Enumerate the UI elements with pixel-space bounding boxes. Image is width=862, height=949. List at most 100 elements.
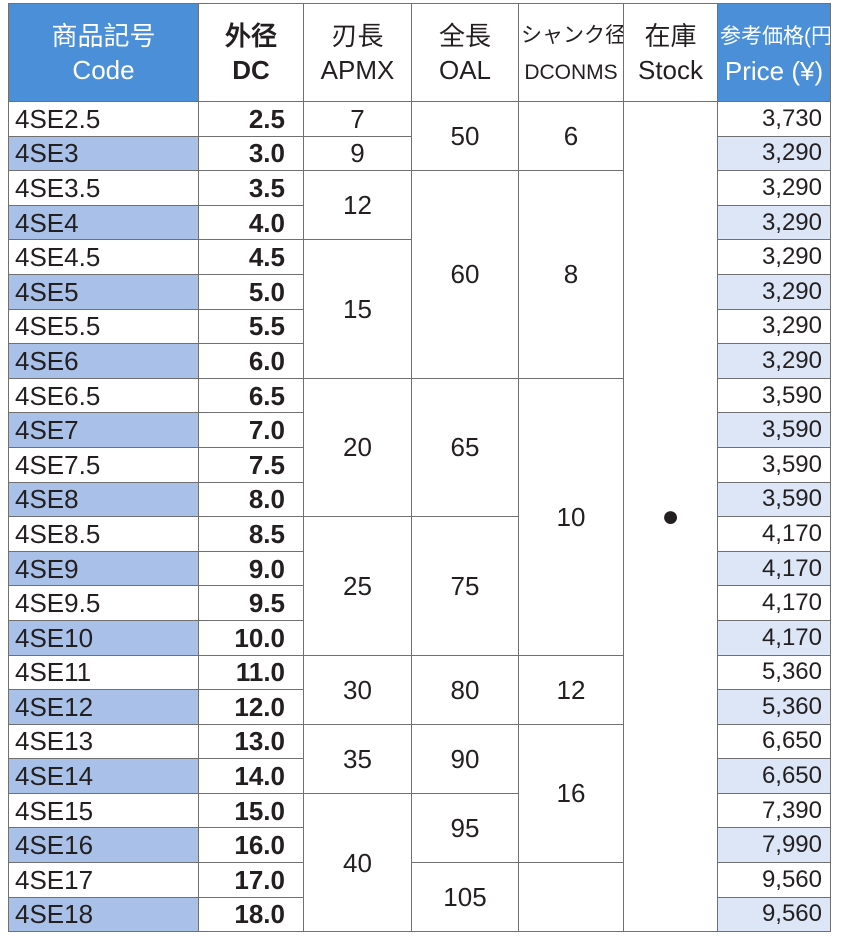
code-cell: 4SE16: [8, 827, 199, 864]
spec-table: 商品記号 Code 外径 DC 刃長 APMX 全長 OAL シャンク径 DCONMS 在庫 Stoc…: [8, 3, 831, 933]
table-row: 4SE11 11.0 30 80 12 5,360: [8, 654, 831, 725]
table-body: 4SE2.5 2.5 7 50 6 ● 3,730 4SE3 3.0 9 3,290 4SE3.5 3.…: [8, 100, 831, 933]
dc-cell: 7.0: [198, 412, 304, 448]
table-row: 4SE12 12.0 5,360: [8, 689, 831, 725]
dconms-cell: 16: [518, 723, 624, 864]
code-cell: 4SE7: [8, 412, 199, 448]
table-row: 4SE2.5 2.5 7 50 6 ● 3,730: [8, 100, 831, 933]
dc-cell: 9.5: [198, 585, 304, 621]
dc-cell: 17.0: [198, 862, 304, 898]
oal-cell: 80: [411, 654, 519, 725]
header-cell: 在庫 Stock: [623, 3, 718, 102]
price-cell: 3,590: [717, 412, 831, 448]
price-cell: 4,170: [717, 516, 831, 552]
table-row: 4SE4 4.0 3,290: [8, 204, 831, 241]
header-cell: 外径 DC: [198, 3, 304, 102]
table-row: 4SE3 3.0 9 3,290: [8, 135, 831, 172]
header-cell: シャンク径 DCONMS: [518, 3, 624, 102]
dc-cell: 6.5: [198, 377, 304, 414]
price-cell: 3,290: [717, 239, 831, 275]
dc-cell: 5.0: [198, 273, 304, 310]
table-row: 4SE15 15.0 40 95 7,390: [8, 792, 831, 933]
table-row: 4SE8.5 8.5 25 75 4,170: [8, 516, 831, 656]
header-cell: 刃長 APMX: [303, 3, 412, 102]
header-ja: 在庫: [644, 20, 697, 51]
price-cell: 3,590: [717, 481, 831, 518]
table-row: 4SE3.5 3.5 12 60 8 3,290: [8, 170, 831, 379]
dc-cell: 13.0: [198, 723, 304, 760]
dconms-cell: 10: [518, 377, 624, 656]
dc-cell: 3.0: [198, 135, 304, 172]
header-en: DC: [232, 54, 270, 85]
dconms-cell: [518, 862, 624, 933]
dconms-cell: 6: [518, 100, 624, 172]
apmx-cell: 20: [303, 377, 412, 518]
price-cell: 9,560: [717, 896, 831, 933]
header-cell: 商品記号 Code: [8, 3, 199, 102]
price-cell: 3,590: [717, 446, 831, 483]
code-cell: 4SE15: [8, 792, 199, 829]
price-cell: 3,290: [717, 343, 831, 379]
header-ja: 商品記号: [51, 20, 156, 51]
price-cell: 7,390: [717, 792, 831, 829]
header-en: DCONMS: [524, 60, 618, 84]
apmx-cell: 25: [303, 516, 412, 656]
price-cell: 4,170: [717, 550, 831, 587]
code-cell: 4SE11: [8, 654, 199, 691]
header-ja: 外径: [224, 20, 277, 51]
oal-cell: 95: [411, 792, 519, 864]
header-row: 商品記号 Code 外径 DC 刃長 APMX 全長 OAL シャンク径 DCONMS 在庫 Stoc…: [8, 3, 831, 102]
dc-cell: 8.5: [198, 516, 304, 552]
dc-cell: 6.0: [198, 343, 304, 379]
code-cell: 4SE6: [8, 343, 199, 379]
price-cell: 7,990: [717, 827, 831, 864]
price-cell: 5,360: [717, 689, 831, 725]
table-row: 4SE6.5 6.5 20 65 10 3,590: [8, 377, 831, 656]
code-cell: 4SE9.5: [8, 585, 199, 621]
dc-cell: 2.5: [198, 101, 304, 137]
header-en: OAL: [438, 54, 492, 85]
apmx-cell: 40: [303, 792, 412, 933]
code-cell: 4SE4: [8, 204, 199, 241]
dc-cell: 4.5: [198, 239, 304, 275]
code-cell: 4SE8.5: [8, 516, 199, 552]
table-row: 4SE13 13.0 35 90 16 6,650: [8, 723, 831, 864]
code-cell: 4SE9: [8, 550, 199, 587]
code-cell: 4SE13: [8, 723, 199, 760]
header-en: APMX: [320, 54, 395, 85]
oal-cell: 90: [411, 723, 519, 794]
oal-cell: 65: [411, 377, 519, 518]
table-row: 4SE9.5 9.5 4,170: [8, 585, 831, 621]
oal-cell: 105: [411, 862, 519, 933]
dc-cell: 16.0: [198, 827, 304, 864]
apmx-cell: 15: [303, 239, 412, 379]
dc-cell: 15.0: [198, 792, 304, 829]
code-cell: 4SE5: [8, 273, 199, 310]
code-cell: 4SE6.5: [8, 377, 199, 414]
price-cell: 3,290: [717, 170, 831, 206]
price-cell: 6,650: [717, 758, 831, 794]
code-cell: 4SE7.5: [8, 446, 199, 483]
price-cell: 3,730: [717, 101, 831, 137]
price-cell: 3,590: [717, 377, 831, 414]
table-row: 4SE6 6.0 3,290: [8, 343, 831, 379]
apmx-cell: 9: [303, 135, 412, 172]
header-ja: シャンク径: [521, 23, 624, 47]
table-row: 4SE18 18.0 9,560: [8, 896, 831, 933]
code-cell: 4SE12: [8, 689, 199, 725]
price-cell: 3,290: [717, 135, 831, 172]
header-en: Stock: [637, 54, 704, 85]
dconms-cell: 12: [518, 654, 624, 725]
price-cell: 3,290: [717, 273, 831, 310]
oal-cell: 50: [411, 100, 519, 172]
code-cell: 4SE8: [8, 481, 199, 518]
dc-cell: 18.0: [198, 896, 304, 933]
table-row: 4SE17 17.0 105 9,560: [8, 862, 831, 933]
code-cell: 4SE2.5: [8, 101, 199, 137]
oal-cell: 60: [411, 170, 519, 379]
price-cell: 4,170: [717, 619, 831, 656]
code-cell: 4SE3: [8, 135, 199, 172]
dc-cell: 11.0: [198, 654, 304, 691]
header-en: Code: [72, 54, 135, 85]
dc-cell: 7.5: [198, 446, 304, 483]
